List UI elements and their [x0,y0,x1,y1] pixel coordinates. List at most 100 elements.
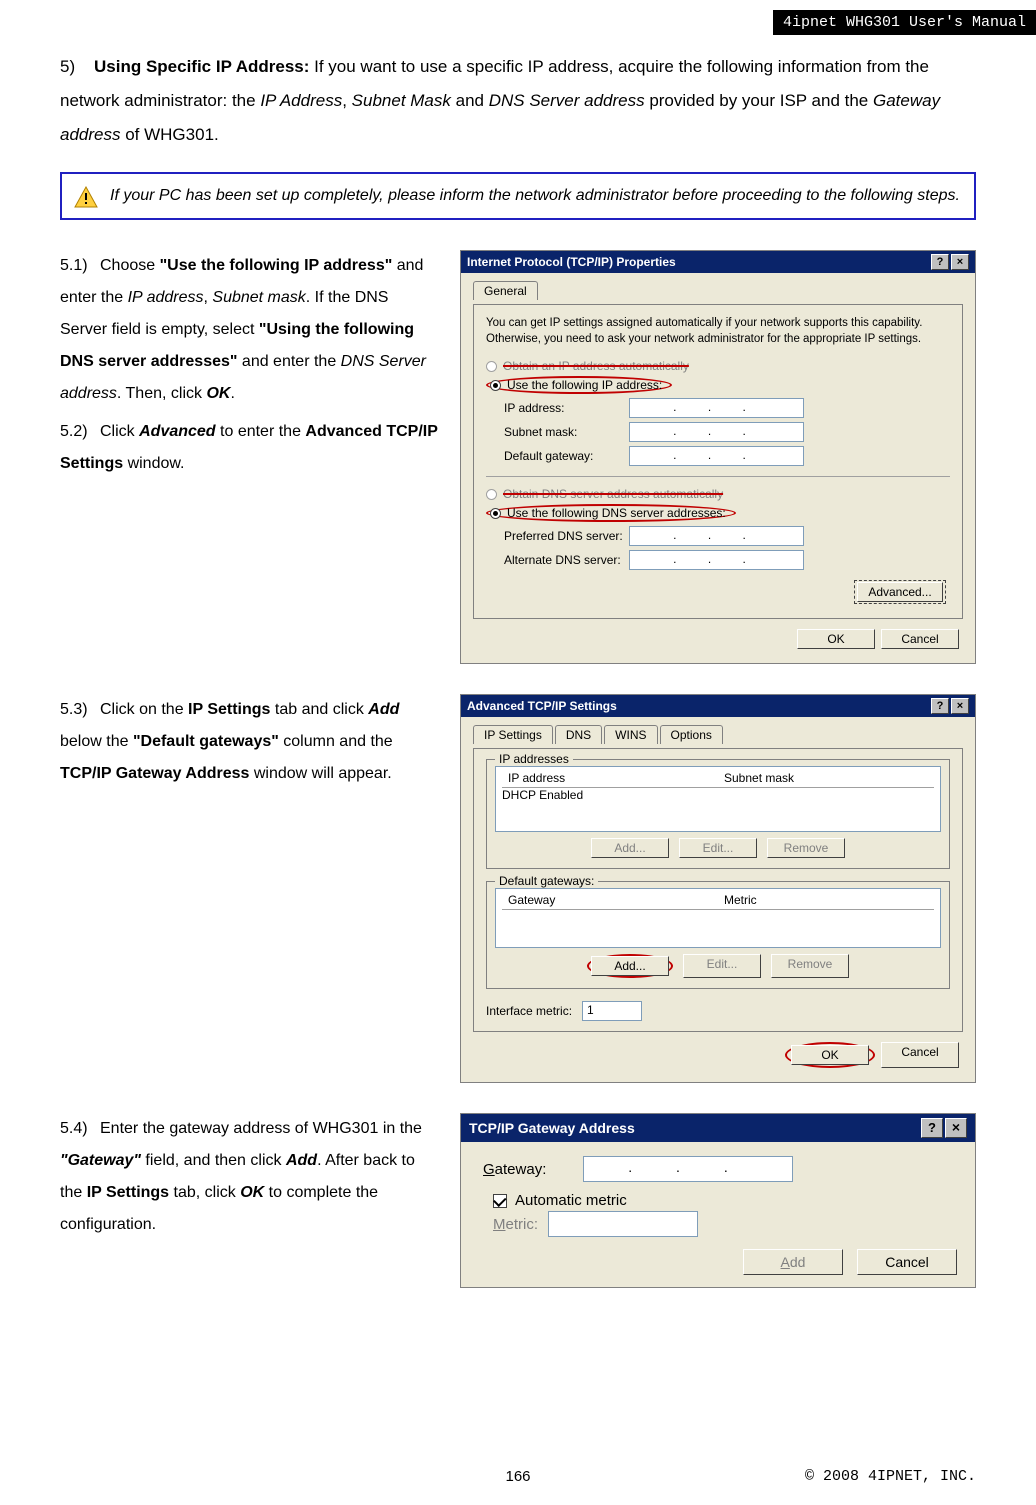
win1-cancel-button[interactable]: Cancel [881,629,959,649]
advanced-button[interactable]: Advanced... [857,582,943,602]
help-icon[interactable]: ? [931,254,949,270]
step-5-t3: provided by your ISP and the [645,91,873,110]
step-5-t2: and [451,91,489,110]
win1-ok-button[interactable]: OK [797,629,875,649]
radio-use-dns[interactable]: Use the following DNS server addresses: [486,504,950,522]
s54-b4: OK [240,1184,264,1201]
legend-ip-addresses: IP addresses [495,752,573,766]
win2-cancel-button[interactable]: Cancel [881,1042,959,1068]
radio-use-dns-label: Use the following DNS server addresses: [507,506,726,520]
win1-footer-buttons: OK Cancel [473,629,963,653]
note-box: If your PC has been set up completely, p… [60,172,976,220]
step-5-3-num: 5.3) [60,694,100,726]
tab-wins[interactable]: WINS [604,725,657,744]
s54-b3: IP Settings [87,1184,169,1201]
ip-addresses-row: DHCP Enabled [502,788,934,802]
left-text-51-52: 5.1)Choose "Use the following IP address… [60,250,440,486]
label-pref-dns: Preferred DNS server: [504,529,629,543]
tab-general[interactable]: General [473,281,538,300]
gw-add-button[interactable]: Add... [591,956,669,976]
copyright: © 2008 4IPNET, INC. [805,1468,976,1485]
ip-addresses-buttons: Add... Edit... Remove [495,838,941,858]
radio-use-ip-label: Use the following IP address: [507,378,662,392]
page-footer: 166 © 2008 4IPNET, INC. [0,1468,1036,1485]
step-5-i2: Subnet Mask [352,91,451,110]
tab-dns[interactable]: DNS [555,725,602,744]
checkbox-automatic-metric[interactable] [493,1194,507,1208]
label-interface-metric: Interface metric: [486,1004,572,1018]
row-pref-dns: Preferred DNS server: . . . [504,526,950,546]
win3-cancel-button[interactable]: Cancel [857,1249,957,1275]
ip-addresses-list[interactable]: IP address Subnet mask DHCP Enabled [495,766,941,832]
input-ip-address[interactable]: . . . [629,398,804,418]
row-ip-address: IP address: . . . [504,398,950,418]
input-default-gateway[interactable]: . . . [629,446,804,466]
input-subnet-mask[interactable]: . . . [629,422,804,442]
radio-use-dns-highlight: Use the following DNS server addresses: [486,504,736,522]
row-automatic-metric[interactable]: Automatic metric [493,1192,957,1209]
s51-t5: and enter the [237,353,340,370]
step-5-1-num: 5.1) [60,250,100,282]
step-5-2-num: 5.2) [60,416,100,448]
label-gateway: Gateway: [483,1161,573,1178]
s51-b3: OK [206,385,230,402]
ip-edit-button[interactable]: Edit... [679,838,757,858]
gw-remove-button[interactable]: Remove [771,954,849,978]
gw-add-highlight: Add... [587,954,673,978]
ip-add-button[interactable]: Add... [591,838,669,858]
s53-t1: Click on the [100,701,188,718]
gateways-list[interactable]: Gateway Metric [495,888,941,948]
left-text-54: 5.4)Enter the gateway address of WHG301 … [60,1113,440,1247]
gateway-address-screenshot: TCP/IP Gateway Address ? × Gateway: . . … [460,1113,976,1288]
step-5-title: Using Specific IP Address: [94,57,309,76]
win2-help-icon[interactable]: ? [931,698,949,714]
win1-tabs: General [473,281,963,300]
s53-t4: column and the [279,733,393,750]
step-5-i1: IP Address [260,91,342,110]
s53-b2: Add [368,701,399,718]
s51-b1: "Use the following IP address" [160,257,393,274]
radio-use-ip-btn[interactable] [490,380,501,391]
input-metric[interactable] [548,1211,698,1237]
input-pref-dns[interactable]: . . . [629,526,804,546]
s54-t2: field, and then click [141,1152,286,1169]
step-5-i3: DNS Server address [489,91,645,110]
radio-use-ip[interactable]: Use the following IP address: [486,376,950,394]
row-gateway: Gateway: . . . [483,1156,957,1182]
s54-t1: Enter the gateway address of WHG301 in t… [100,1120,422,1137]
radio-obtain-ip-label: Obtain an IP address automatically [503,359,689,373]
win2-titlebar: Advanced TCP/IP Settings ? × [461,695,975,717]
ip-remove-button[interactable]: Remove [767,838,845,858]
manual-header: 4ipnet WHG301 User's Manual [773,10,1036,35]
radio-obtain-ip[interactable]: Obtain an IP address automatically [486,359,950,373]
win2-ok-button[interactable]: OK [791,1045,869,1065]
label-ip-address: IP address: [504,401,629,415]
label-subnet-mask: Subnet mask: [504,425,629,439]
win2-close-icon[interactable]: × [951,698,969,714]
ip-addresses-header: IP address Subnet mask [502,769,934,788]
radio-use-dns-btn[interactable] [490,508,501,519]
input-interface-metric[interactable]: 1 [582,1001,642,1021]
step-5: 5)Using Specific IP Address: If you want… [60,50,976,152]
close-icon[interactable]: × [951,254,969,270]
win3-close-icon[interactable]: × [945,1118,967,1138]
win3-help-icon[interactable]: ? [921,1118,943,1138]
win1-separator [486,476,950,477]
input-alt-dns[interactable]: . . . [629,550,804,570]
s53-t5: window will appear. [249,765,391,782]
win1-title: Internet Protocol (TCP/IP) Properties [467,255,676,269]
step-5-t4: of WHG301. [120,125,218,144]
s51-t7: . [230,385,234,402]
radio-obtain-dns: Obtain DNS server address automatically [486,487,950,501]
win3-add-button[interactable]: Add [743,1249,843,1275]
radio-use-ip-highlight: Use the following IP address: [486,376,672,394]
label-automatic-metric: Automatic metric [515,1192,627,1209]
radio-obtain-ip-btn[interactable] [486,361,497,372]
gw-edit-button[interactable]: Edit... [683,954,761,978]
tab-ip-settings[interactable]: IP Settings [473,725,553,744]
tab-options[interactable]: Options [660,725,723,744]
step-5-2: 5.2)Click Advanced to enter the Advanced… [60,416,440,480]
input-gateway[interactable]: . . . [583,1156,793,1182]
step-5-s1: , [342,91,351,110]
win2-ok-highlight: OK [785,1042,875,1068]
